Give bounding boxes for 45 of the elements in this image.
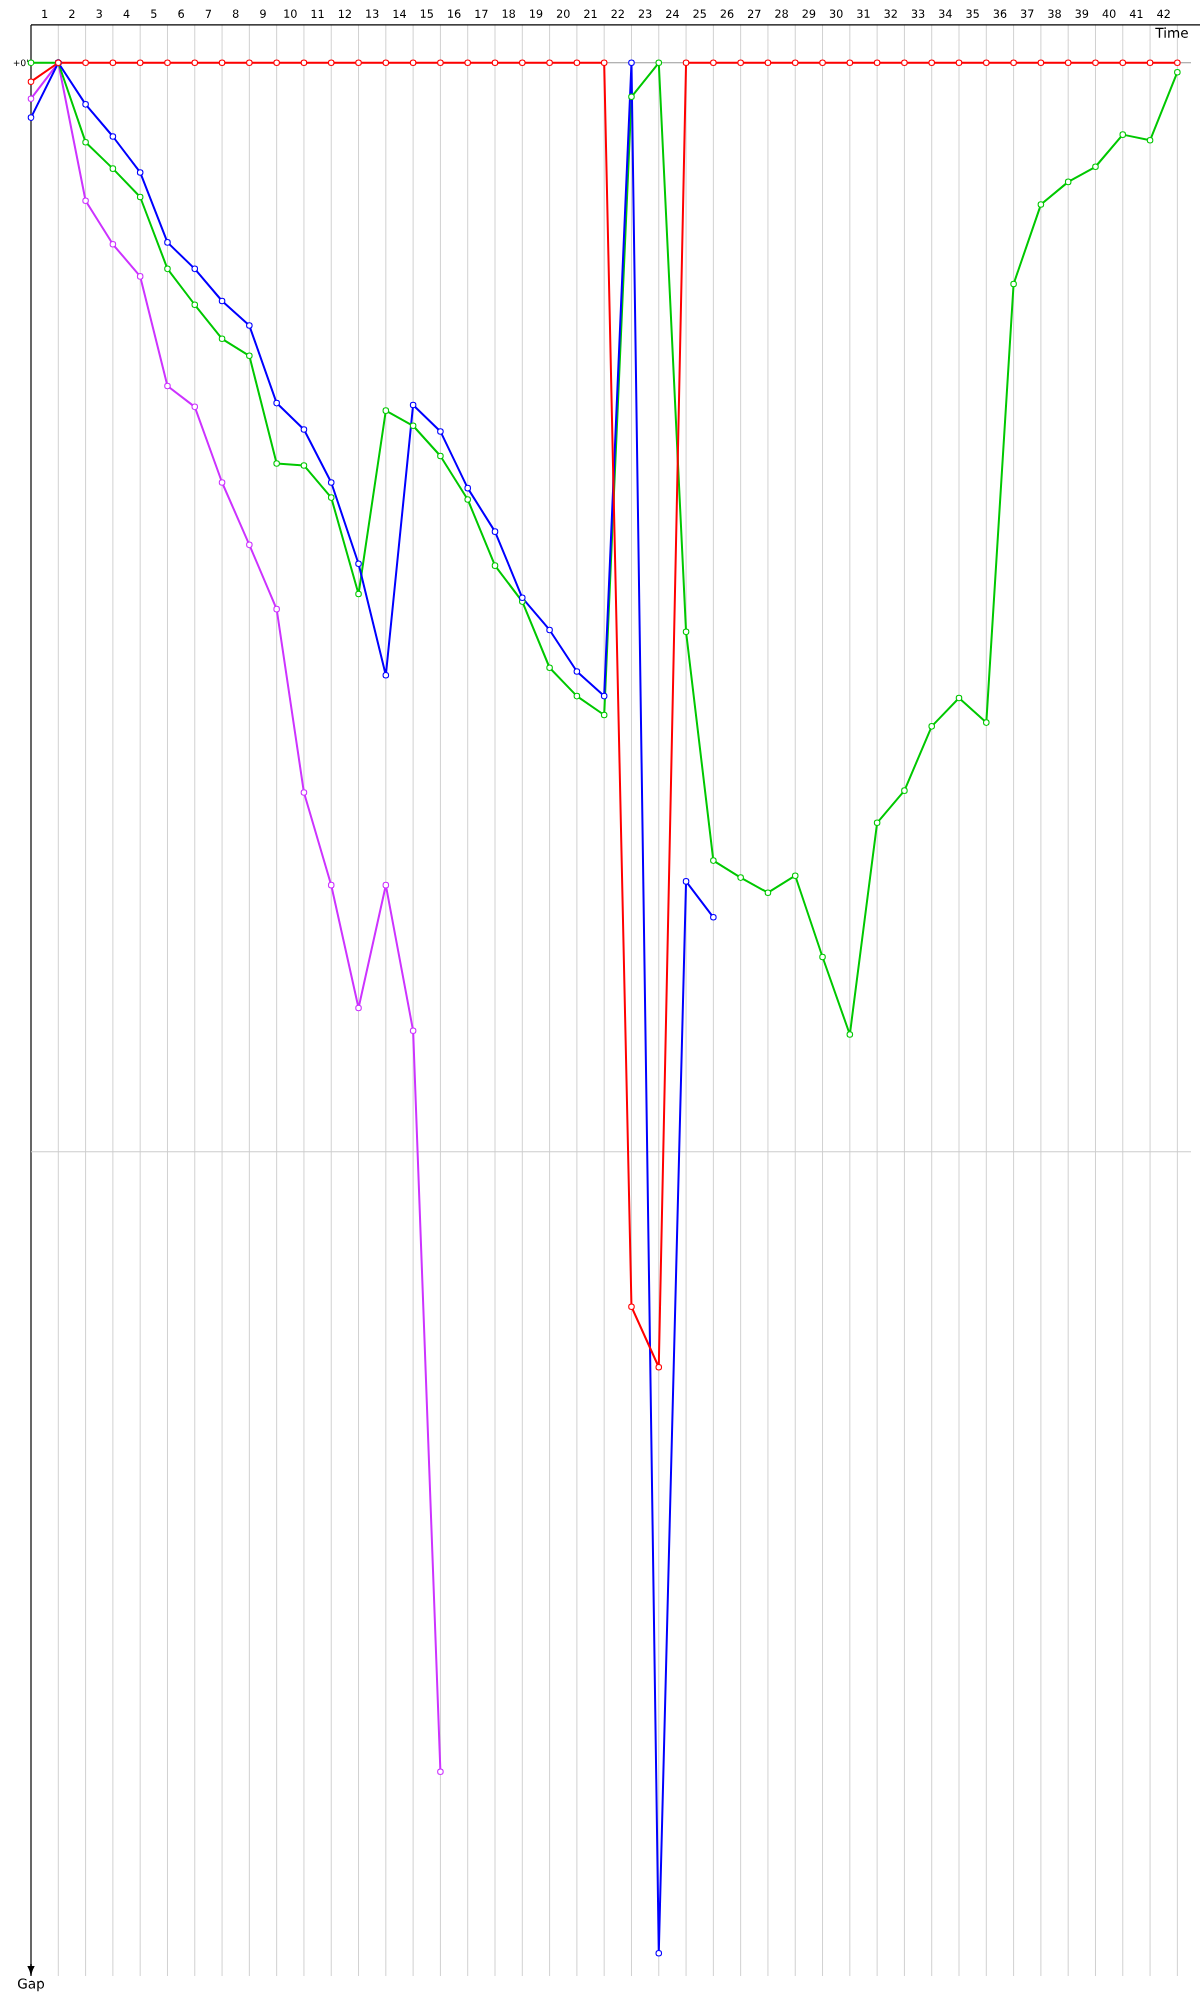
x-tick-label: 26 xyxy=(720,9,734,18)
x-tick-label: 19 xyxy=(530,9,543,18)
x-tick-label: 29 xyxy=(802,9,816,18)
x-tick-label: 40 xyxy=(1102,9,1116,18)
x-tick-label: 25 xyxy=(693,9,706,18)
x-tick-label: 12 xyxy=(338,9,351,18)
x-tick-label: 42 xyxy=(1157,9,1170,18)
x-tick-label: 28 xyxy=(775,9,788,18)
x-tick-label: 14 xyxy=(393,9,406,18)
x-tick-label: 41 xyxy=(1129,9,1143,18)
x-tick-label: 39 xyxy=(1075,9,1089,18)
x-tick-label: 15 xyxy=(420,9,433,18)
x-tick-label: 21 xyxy=(584,9,597,18)
x-tick-label: 31 xyxy=(857,9,870,18)
y-axis-title: Gap xyxy=(18,1978,45,1992)
x-tick-label: 10 xyxy=(284,9,297,18)
x-tick-label: 30 xyxy=(829,9,843,18)
x-tick-label: 17 xyxy=(475,9,488,18)
x-tick-label: 7 xyxy=(205,9,212,18)
x-tick-label: 27 xyxy=(747,9,761,18)
x-tick-label: 35 xyxy=(966,9,979,18)
x-tick-label: 37 xyxy=(1020,9,1034,18)
x-tick-label: 3 xyxy=(96,9,102,18)
x-tick-label: 20 xyxy=(556,9,570,18)
x-tick-label: 36 xyxy=(993,9,1007,18)
x-tick-label: 8 xyxy=(232,9,239,18)
x-tick-label: 18 xyxy=(502,9,516,18)
x-tick-label: 24 xyxy=(666,9,679,18)
x-tick-label: 16 xyxy=(448,9,461,18)
x-tick-label: 38 xyxy=(1048,9,1061,18)
x-tick-label: 1 xyxy=(42,9,48,18)
x-tick-label: 6 xyxy=(178,9,184,18)
x-tick-label: 4 xyxy=(123,9,130,18)
x-tick-label: 32 xyxy=(884,9,897,18)
x-tick-label: 13 xyxy=(366,9,379,18)
x-axis-title: Time xyxy=(1155,27,1188,38)
x-tick-label: 22 xyxy=(611,9,624,18)
x-tick-label: 11 xyxy=(311,9,324,18)
x-tick-label: 23 xyxy=(638,9,652,18)
x-tick-label: 9 xyxy=(260,9,266,18)
ref-line-label: +0' xyxy=(13,59,28,67)
x-tick-label: 5 xyxy=(151,9,157,18)
x-tick-label: 33 xyxy=(911,9,925,18)
x-tick-label: 2 xyxy=(69,9,75,18)
x-tick-label: 34 xyxy=(939,9,952,18)
